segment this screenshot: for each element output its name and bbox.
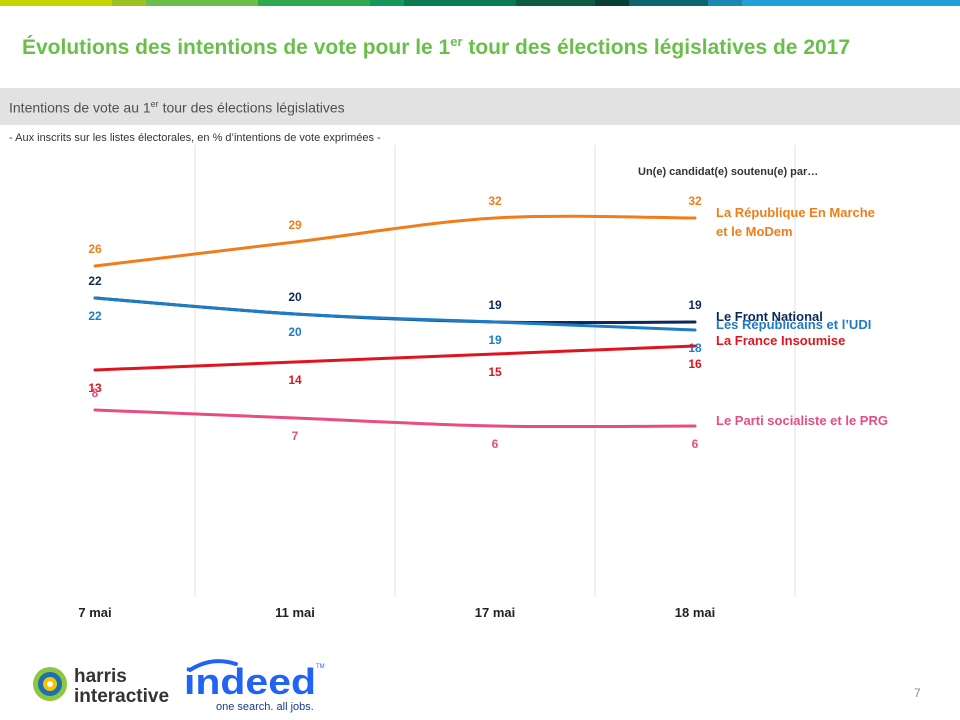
data-label: 19 <box>488 333 502 347</box>
data-label: 26 <box>88 242 102 256</box>
logo-indeed-tm: TM <box>316 664 325 670</box>
data-label: 18 <box>688 341 702 355</box>
x-tick-label: 11 mai <box>275 605 315 620</box>
band-segment <box>595 0 629 6</box>
data-label: 15 <box>488 365 502 379</box>
band-segment <box>708 0 742 6</box>
data-label: 6 <box>492 437 499 451</box>
x-tick-label: 7 mai <box>78 605 111 620</box>
legend-label: La République En Marche <box>716 205 875 220</box>
legend-label: Le Front National <box>716 309 823 324</box>
logo-harris-line1: harris <box>74 666 127 687</box>
harris-logo-icon <box>33 667 67 701</box>
series-line <box>93 408 697 429</box>
band-segment <box>370 0 404 6</box>
band-segment <box>112 0 146 6</box>
data-label: 29 <box>288 218 302 232</box>
band-segment <box>629 0 708 6</box>
chart-note: - Aux inscrits sur les listes électorale… <box>9 132 381 144</box>
chart-subheader: Intentions de vote au 1er tour des élect… <box>0 88 960 125</box>
page-title: Évolutions des intentions de vote pour l… <box>22 34 851 59</box>
data-label: 22 <box>88 309 102 323</box>
chart-subtitle: Intentions de vote au 1er tour des élect… <box>9 99 345 116</box>
data-label: 7 <box>292 429 299 443</box>
series-line <box>93 296 697 332</box>
band-segment <box>742 0 960 6</box>
legend-label: La France Insoumise <box>716 333 845 348</box>
data-label: 14 <box>288 373 302 387</box>
series-line <box>93 214 697 268</box>
logo-indeed: indeed <box>184 661 316 702</box>
band-segment <box>258 0 370 6</box>
band-segment <box>0 0 112 6</box>
data-label: 32 <box>688 194 702 208</box>
series-line <box>93 344 697 372</box>
x-tick-label: 18 mai <box>675 605 715 620</box>
data-label: 13 <box>88 381 102 395</box>
legend-label: Les Républicains et l’UDI <box>716 317 871 332</box>
data-label: 20 <box>288 325 302 339</box>
line-chart: Un(e) candidat(e) soutenu(e) par… 7 mai 11… <box>78 145 888 620</box>
logo-harris-line2: interactive <box>74 686 169 707</box>
data-label: 19 <box>488 298 502 312</box>
footer-logos: harris interactive indeed TM one search.… <box>33 659 325 713</box>
page-number: 7 <box>914 686 921 700</box>
legend-label: Le Parti socialiste et le PRG <box>716 413 888 428</box>
data-label: 19 <box>688 298 702 312</box>
band-segment <box>404 0 516 6</box>
legend-header-label: Un(e) candidat(e) soutenu(e) par… <box>638 166 818 178</box>
data-label: 8 <box>92 386 99 400</box>
data-label: 22 <box>88 274 102 288</box>
logo-indeed-tagline: one search. all jobs. <box>216 701 314 713</box>
data-label: 32 <box>488 194 502 208</box>
band-segment <box>146 0 258 6</box>
indeed-arc-icon <box>188 659 238 672</box>
top-color-band <box>0 0 960 6</box>
x-tick-label: 17 mai <box>475 605 515 620</box>
band-segment <box>516 0 595 6</box>
data-label: 6 <box>692 437 699 451</box>
data-label: 20 <box>288 290 302 304</box>
legend-label: et le MoDem <box>716 224 793 239</box>
data-label: 16 <box>688 357 702 371</box>
